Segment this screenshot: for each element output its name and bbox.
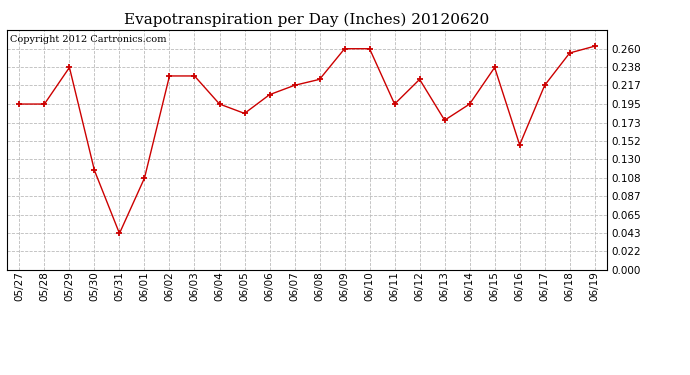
- Title: Evapotranspiration per Day (Inches) 20120620: Evapotranspiration per Day (Inches) 2012…: [124, 13, 490, 27]
- Text: Copyright 2012 Cartronics.com: Copyright 2012 Cartronics.com: [10, 35, 166, 44]
